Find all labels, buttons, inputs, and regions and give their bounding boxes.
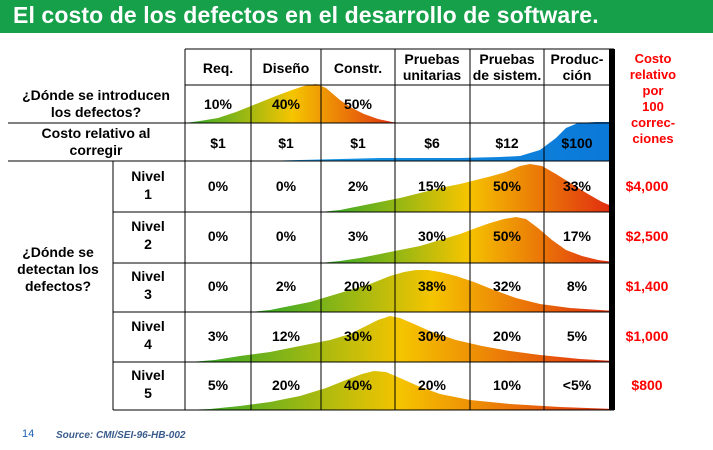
- col-header-pruebas-sistem-2: de sistem.: [473, 67, 541, 83]
- cost-fix-value: $6: [424, 135, 440, 151]
- svg-text:Costo: Costo: [635, 51, 672, 66]
- level-2-value: 0%: [276, 228, 297, 244]
- table-values: 10% 40% 50% $1 $1 $1 $6 $12 $100 0% 0% 2% 15% 50% 33% 0…: [204, 96, 593, 393]
- svg-text:relativo: relativo: [630, 67, 676, 82]
- level-number-1: 1: [144, 186, 152, 202]
- introduced-value: 10%: [204, 96, 233, 112]
- level-3-value: 20%: [344, 278, 373, 294]
- cost-header: Costo relativo por 100 correc- ciones: [630, 51, 676, 146]
- introduced-label-1: ¿Dónde se introducen: [22, 87, 170, 103]
- cost-fix-value: $1: [210, 135, 226, 151]
- title-bar: El costo de los defectos en el desarroll…: [0, 0, 713, 33]
- level-labels: Nivel 1 Nivel 2 Nivel 3 Nivel 4 Nivel 5: [131, 168, 164, 401]
- level3-curve: [250, 270, 614, 312]
- col-header-produccion-2: ción: [563, 67, 592, 83]
- level-2-value: 17%: [563, 228, 592, 244]
- level-2-value: 3%: [348, 228, 369, 244]
- detected-label-2: detectan los: [17, 261, 99, 277]
- level-4-value: 12%: [272, 328, 301, 344]
- level-label-4: Nivel: [131, 318, 164, 334]
- level-5-cost: $800: [631, 377, 662, 393]
- level-3-cost: $1,400: [626, 278, 669, 294]
- col-header-pruebas-unitarias-2: unitarias: [403, 67, 462, 83]
- cost-fix-label-2: corregir: [70, 142, 123, 158]
- cost-fix-value: $1: [278, 135, 294, 151]
- level-5-value: 5%: [208, 377, 229, 393]
- level-2-value: 30%: [418, 228, 447, 244]
- level2-curve: [320, 217, 614, 263]
- level-1-value: 2%: [348, 178, 369, 194]
- introduced-value: 40%: [272, 96, 301, 112]
- level-4-value: 30%: [344, 328, 373, 344]
- level-4-value: 20%: [493, 328, 522, 344]
- svg-text:100: 100: [642, 99, 664, 114]
- level-5-value: 20%: [418, 377, 447, 393]
- col-header-produccion-1: Produc-: [551, 51, 604, 67]
- level-1-value: 0%: [276, 178, 297, 194]
- cost-values: $4,000 $2,500 $1,400 $1,000 $800: [626, 178, 669, 393]
- level-1-value: 0%: [208, 178, 229, 194]
- level-5-value: 10%: [493, 377, 522, 393]
- cost-fix-value: $100: [561, 135, 592, 151]
- level-2-value: 50%: [493, 228, 522, 244]
- level-3-value: 32%: [493, 278, 522, 294]
- level-label-2: Nivel: [131, 218, 164, 234]
- level-number-4: 4: [144, 336, 152, 352]
- svg-text:correc-: correc-: [631, 115, 675, 130]
- level-3-value: 38%: [418, 278, 447, 294]
- col-header-diseno: Diseño: [263, 60, 310, 76]
- level-label-1: Nivel: [131, 168, 164, 184]
- level-1-value: 50%: [493, 178, 522, 194]
- row-labels: ¿Dónde se introducen los defectos? Costo…: [17, 87, 170, 294]
- level-number-3: 3: [144, 286, 152, 302]
- cost-fix-label-1: Costo relativo al: [42, 125, 151, 141]
- col-header-constr: Constr.: [334, 60, 382, 76]
- slide-title: El costo de los defectos en el desarroll…: [13, 2, 599, 28]
- level-number-2: 2: [144, 236, 152, 252]
- col-header-req: Req.: [203, 60, 233, 76]
- level5-curve: [185, 371, 614, 410]
- introduced-label-2: los defectos?: [51, 104, 141, 120]
- level-3-value: 8%: [567, 278, 588, 294]
- level-2-value: 0%: [208, 228, 229, 244]
- introduced-value: 50%: [344, 96, 373, 112]
- level-5-value: 20%: [272, 377, 301, 393]
- level-4-value: 30%: [418, 328, 447, 344]
- level4-curve: [190, 316, 614, 362]
- svg-text:ciones: ciones: [632, 131, 673, 146]
- source-citation: Source: CMI/SEI-96-HB-002: [56, 430, 186, 441]
- level-1-cost: $4,000: [626, 178, 669, 194]
- level-2-cost: $2,500: [626, 228, 669, 244]
- cost-separator-bar: [609, 49, 615, 410]
- detected-label-3: defectos?: [25, 278, 91, 294]
- grid-lines: [8, 48, 614, 411]
- column-headers: Req. Diseño Constr. Pruebas unitarias Pr…: [203, 51, 604, 83]
- detected-label-1: ¿Dónde se: [22, 244, 94, 260]
- level-3-value: 2%: [276, 278, 297, 294]
- level1-curve: [320, 164, 614, 212]
- level-label-5: Nivel: [131, 367, 164, 383]
- page-number: 14: [22, 428, 35, 440]
- level-4-cost: $1,000: [626, 328, 669, 344]
- curves-layer: [185, 84, 614, 410]
- level-5-value: <5%: [563, 377, 592, 393]
- col-header-pruebas-sistem-1: Pruebas: [479, 51, 534, 67]
- col-header-pruebas-unitarias-1: Pruebas: [404, 51, 459, 67]
- level-number-5: 5: [144, 385, 152, 401]
- cost-curve: [185, 122, 614, 161]
- level-label-3: Nivel: [131, 268, 164, 284]
- level-3-value: 0%: [208, 278, 229, 294]
- level-1-value: 33%: [563, 178, 592, 194]
- level-4-value: 3%: [208, 328, 229, 344]
- cost-fix-value: $1: [350, 135, 366, 151]
- level-4-value: 5%: [567, 328, 588, 344]
- level-1-value: 15%: [418, 178, 447, 194]
- cost-fix-value: $12: [495, 135, 519, 151]
- level-5-value: 40%: [344, 377, 373, 393]
- introduced-curve: [185, 84, 400, 123]
- svg-text:por: por: [643, 83, 664, 98]
